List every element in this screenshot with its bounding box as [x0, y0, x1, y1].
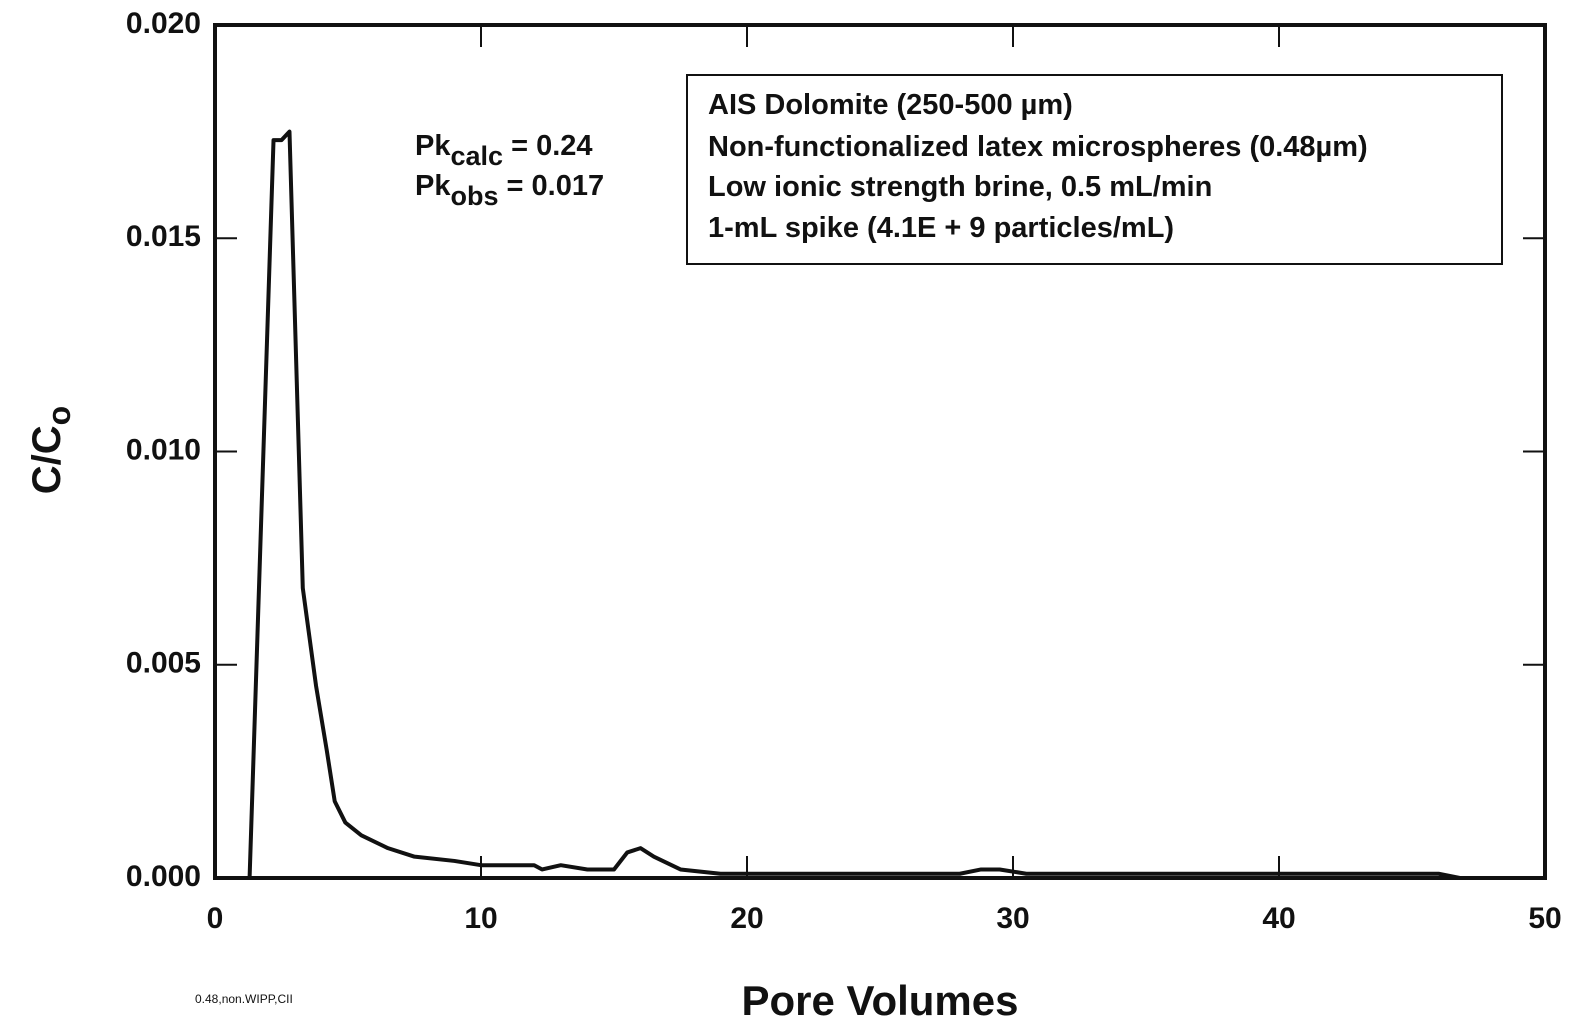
y-tick-label: 0.010: [126, 433, 201, 466]
y-tick-label: 0.015: [126, 220, 201, 253]
box-line: Non-functionalized latex microspheres (0…: [708, 131, 1368, 163]
annotation-sub: obs: [450, 181, 498, 211]
x-tick-label: 30: [996, 902, 1029, 935]
data-line: [247, 129, 1461, 880]
box-line: AIS Dolomite (250-500 µm): [708, 89, 1073, 121]
annotation-tail: = 0.017: [499, 170, 605, 202]
annotation: Pkcalc = 0.24: [415, 130, 593, 171]
y-tick-label: 0.000: [126, 860, 201, 893]
y-label-main: C/C: [25, 425, 69, 494]
x-tick-label: 50: [1528, 902, 1561, 935]
annotation-main: Pk: [415, 130, 451, 162]
box-line: Low ionic strength brine, 0.5 mL/min: [708, 171, 1212, 203]
y-tick-label: 0.020: [126, 7, 201, 40]
y-axis-label: C/Co: [25, 406, 77, 494]
box-line: 1-mL spike (4.1E + 9 particles/mL): [708, 212, 1174, 244]
x-axis-label: Pore Volumes: [742, 977, 1019, 1024]
annotation-sub: calc: [450, 141, 503, 171]
y-tick-label: 0.005: [126, 647, 201, 680]
x-tick-label: 20: [730, 902, 763, 935]
annotation-main: Pk: [415, 170, 451, 202]
annotation-tail: = 0.24: [503, 130, 593, 162]
annotation: Pkobs = 0.017: [415, 170, 604, 211]
x-tick-label: 10: [464, 902, 497, 935]
footnote: 0.48,non.WIPP,CII: [195, 992, 293, 1006]
x-tick-label: 40: [1262, 902, 1295, 935]
y-label-sub: o: [41, 406, 77, 426]
x-tick-label: 0: [207, 902, 224, 935]
legend-box: [686, 74, 1503, 265]
